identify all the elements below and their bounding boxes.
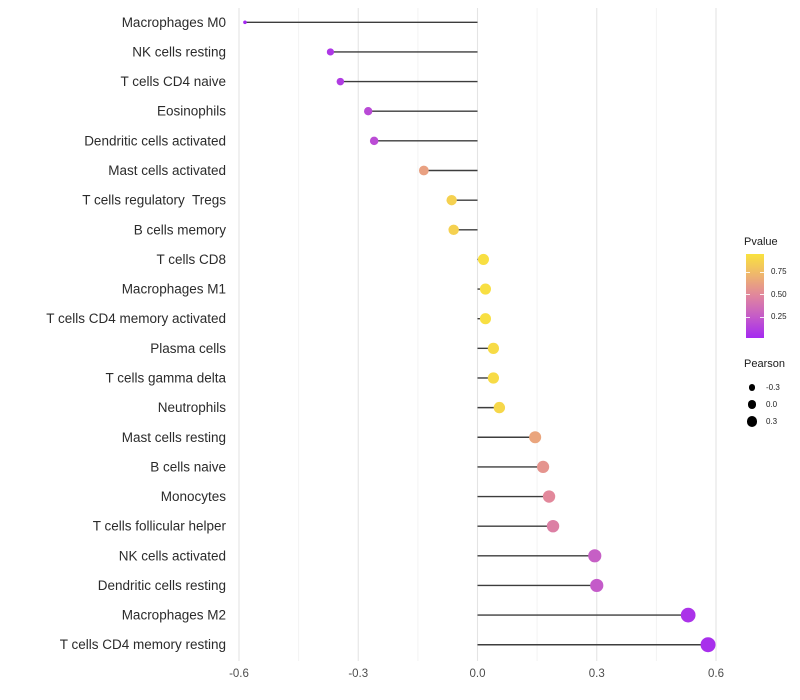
category-label: NK cells resting <box>132 44 226 59</box>
pvalue-tick-label: 0.50 <box>771 289 787 299</box>
x-tick-label: -0.3 <box>348 668 368 680</box>
pvalue-tick-label: 0.75 <box>771 267 787 277</box>
lollipop-dot <box>536 460 550 474</box>
pvalue-legend-title: Pvalue <box>744 236 778 248</box>
pvalue-tickmark <box>746 316 750 318</box>
lollipop-dot <box>546 519 560 533</box>
lollipop-dot <box>418 165 429 176</box>
lollipop-dot <box>326 48 335 56</box>
pearson-legend-items: -0.3 0.0 0.3 <box>744 379 785 430</box>
lollipop-dot <box>364 107 373 116</box>
lollipop-dot <box>477 253 489 265</box>
pearson-legend: Pearson -0.3 0.0 0.3 <box>744 358 785 430</box>
lollipop-dot <box>446 194 457 206</box>
pvalue-tickmark <box>760 294 764 296</box>
pearson-size-dot <box>746 416 758 427</box>
category-label: T cells CD4 memory resting <box>60 637 226 652</box>
category-label: Macrophages M0 <box>122 15 226 30</box>
lollipop-dot <box>479 283 492 295</box>
category-label: T cells gamma delta <box>105 370 226 385</box>
pvalue-colorbar-gradient <box>746 254 764 338</box>
category-label: Mast cells resting <box>122 430 226 445</box>
category-label: Macrophages M2 <box>122 608 226 623</box>
category-label: T cells regulatory Tregs <box>82 193 226 208</box>
category-label: Neutrophils <box>158 400 227 415</box>
pearson-size-label: -0.3 <box>766 383 780 392</box>
pvalue-legend: Pvalue 0.75 0.50 0.25 <box>744 236 800 344</box>
pvalue-tickmark <box>760 316 764 318</box>
pearson-legend-title: Pearson <box>744 358 785 370</box>
x-tick-label: 0.3 <box>589 668 605 680</box>
category-label: Mast cells activated <box>108 163 226 178</box>
pvalue-tickmark <box>746 294 750 296</box>
pearson-legend-item: 0.0 <box>744 396 785 413</box>
lollipop-dot <box>369 136 379 146</box>
category-label: T cells CD8 <box>156 252 226 267</box>
category-label: Dendritic cells activated <box>84 133 226 148</box>
lollipop-dot <box>680 607 696 623</box>
pearson-size-dot <box>747 400 757 409</box>
lollipop-dot <box>700 637 716 653</box>
pearson-size-label: 0.3 <box>766 417 778 426</box>
pearson-legend-item: 0.3 <box>744 413 785 430</box>
category-label: Dendritic cells resting <box>98 578 226 593</box>
pearson-size-dot <box>748 384 756 391</box>
x-tick-label: 0.6 <box>708 668 724 680</box>
category-label: Eosinophils <box>157 104 226 119</box>
category-label: B cells memory <box>134 222 227 237</box>
lollipop-dot <box>448 224 459 235</box>
category-label: NK cells activated <box>119 548 226 563</box>
pvalue-tickmark <box>760 271 764 273</box>
lollipop-dot <box>479 313 492 325</box>
lollipop-dot <box>529 431 542 444</box>
category-label: Macrophages M1 <box>122 282 226 297</box>
category-label: Plasma cells <box>150 341 226 356</box>
lollipop-dot <box>336 77 345 86</box>
x-tick-label: -0.6 <box>229 668 249 680</box>
lollipop-dot <box>493 401 506 414</box>
pearson-legend-item: -0.3 <box>744 379 785 396</box>
category-label: Monocytes <box>161 489 227 504</box>
lollipop-dot <box>243 20 247 25</box>
category-label: T cells CD4 memory activated <box>46 311 226 326</box>
category-label: T cells CD4 naive <box>120 74 226 89</box>
pearson-dot-cell <box>744 384 758 391</box>
lollipop-dot <box>487 342 500 354</box>
pearson-size-label: 0.0 <box>766 400 778 409</box>
lollipop-dot <box>487 372 500 384</box>
pvalue-tickmark <box>746 271 750 273</box>
lollipop-dot <box>542 490 556 503</box>
lollipop-dot <box>588 549 602 563</box>
category-label: B cells naive <box>150 459 226 474</box>
pearson-dot-cell <box>744 400 758 409</box>
pvalue-tick-label: 0.25 <box>771 312 787 322</box>
pearson-dot-cell <box>744 416 758 427</box>
x-tick-label: 0.0 <box>470 668 486 680</box>
lollipop-dot <box>590 578 604 593</box>
pvalue-colorbar-wrap: 0.75 0.50 0.25 <box>744 254 800 344</box>
category-label: T cells follicular helper <box>93 519 227 534</box>
